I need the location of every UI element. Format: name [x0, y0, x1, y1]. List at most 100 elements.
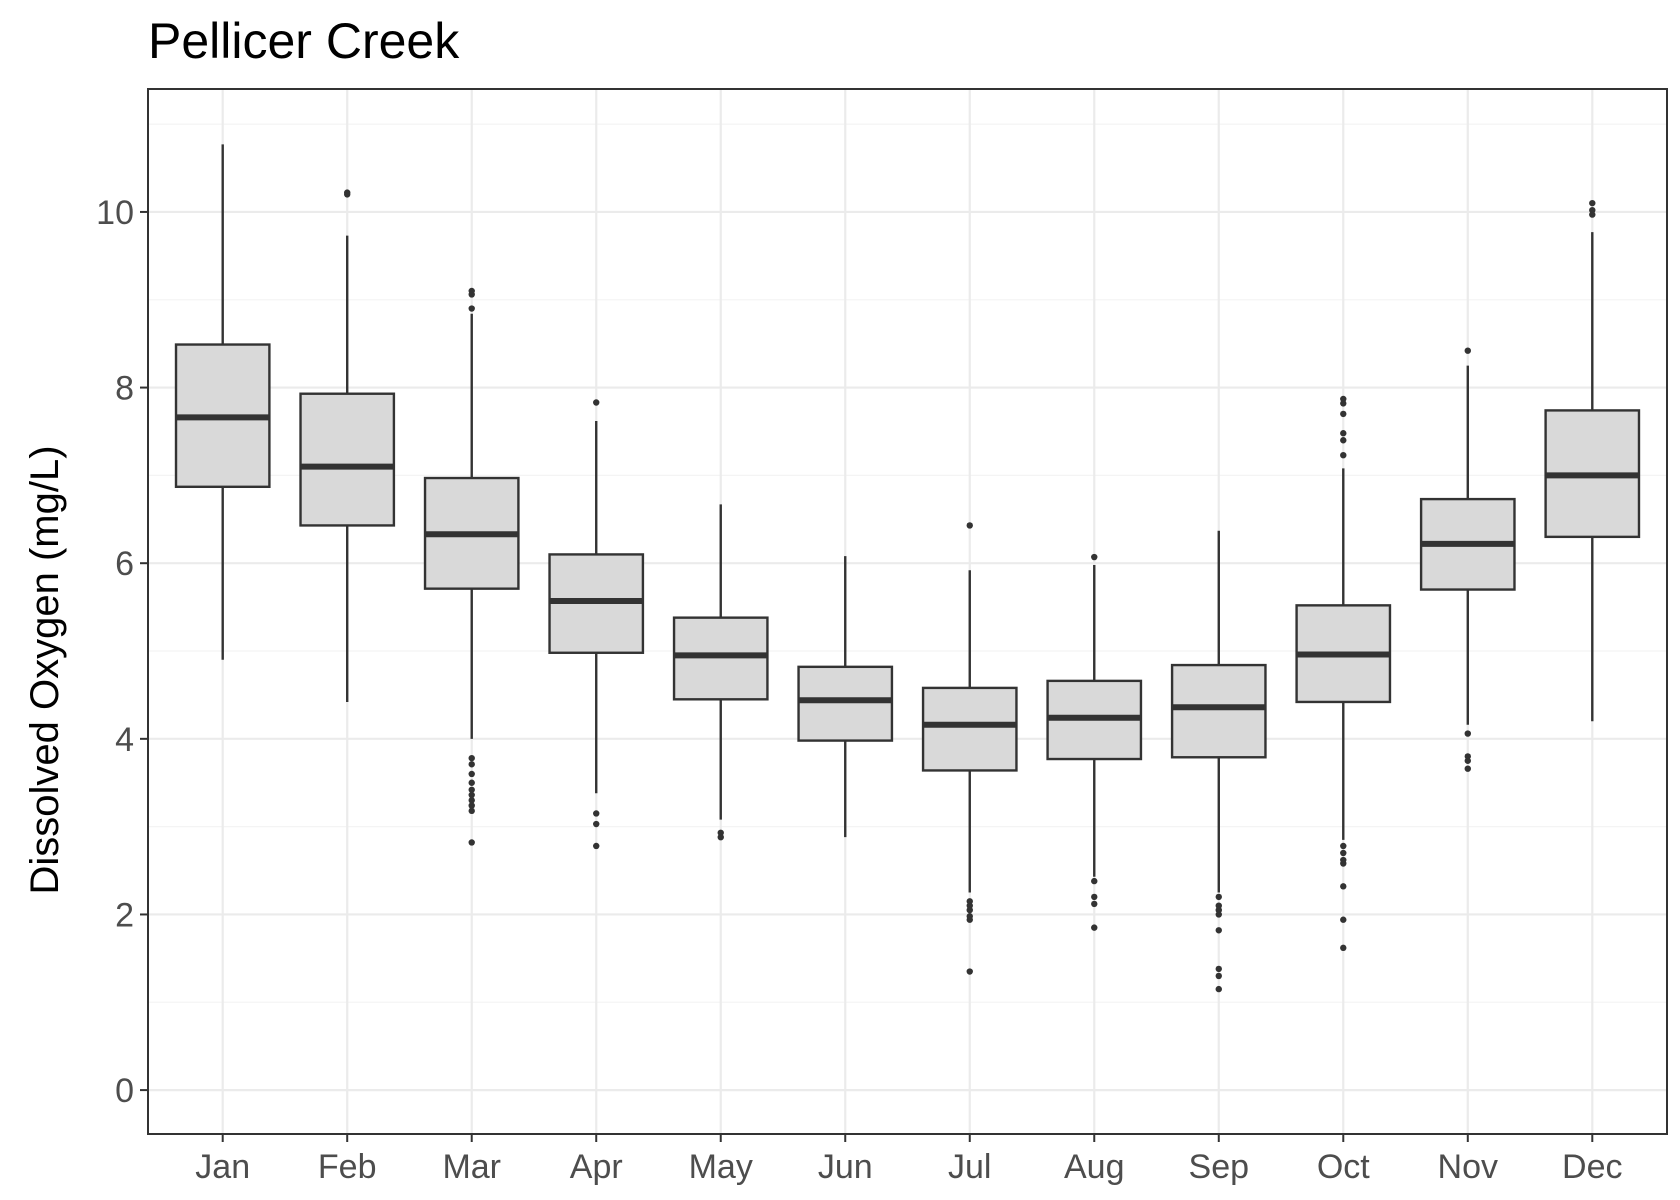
x-tick-label: Nov — [1438, 1148, 1498, 1186]
panel-border — [147, 88, 1668, 1135]
x-tick-label: Dec — [1562, 1148, 1622, 1186]
box-iqr — [797, 665, 894, 742]
x-tick-label: Jun — [818, 1148, 873, 1186]
box-jun — [797, 556, 894, 838]
outlier-point — [468, 807, 475, 815]
outlier-point — [1215, 927, 1222, 934]
box-aug — [1046, 553, 1143, 931]
y-tick-label: 0 — [115, 1072, 134, 1110]
outlier-point — [717, 833, 724, 841]
outlier-point — [468, 305, 475, 312]
outlier-point — [1464, 753, 1471, 760]
axes: 0 2 4 6 8 10 Jan Feb Mar Apr May Jun Jul Aug Sep Oct Nov… — [96, 194, 1622, 1186]
box-oct — [1295, 395, 1392, 952]
box-mar — [423, 287, 520, 846]
box-feb — [299, 189, 396, 702]
outlier-point — [966, 906, 973, 914]
y-tick-label: 2 — [115, 896, 134, 934]
outlier-point — [1589, 206, 1596, 214]
y-tick-label: 8 — [115, 370, 134, 408]
outlier-point — [1340, 400, 1347, 407]
x-tick-label: Oct — [1317, 1148, 1370, 1186]
y-tick-label: 4 — [115, 721, 134, 759]
box-nov — [1419, 347, 1516, 772]
outlier-point — [1464, 347, 1471, 354]
boxes — [174, 144, 1641, 993]
box-sep — [1170, 530, 1267, 993]
outlier-point — [468, 797, 475, 804]
y-tick-label: 6 — [115, 545, 134, 583]
outlier-point — [1340, 437, 1347, 444]
chart-title: Pellicer Creek — [148, 13, 460, 69]
outlier-point — [1340, 860, 1347, 867]
outlier-point — [1464, 757, 1471, 764]
outlier-point — [1215, 985, 1222, 993]
x-tick-label: Apr — [570, 1148, 623, 1186]
outlier-point — [1340, 944, 1347, 952]
outlier-point — [593, 820, 600, 828]
x-tick-label: Sep — [1189, 1148, 1250, 1186]
outlier-point — [1215, 911, 1222, 918]
outlier-point — [1340, 451, 1347, 459]
outlier-point — [468, 287, 475, 295]
outlier-point — [468, 839, 475, 846]
outlier-point — [966, 968, 973, 975]
outlier-point — [1589, 211, 1596, 218]
x-tick-label: Jan — [195, 1148, 250, 1186]
outlier-point — [1215, 972, 1222, 980]
outlier-point — [1340, 395, 1347, 403]
outlier-point — [468, 754, 475, 762]
outlier-point — [344, 189, 351, 196]
outlier-point — [593, 810, 600, 817]
x-tick-label: Jul — [948, 1148, 991, 1186]
box-dec — [1544, 199, 1641, 722]
outlier-point — [1464, 765, 1471, 772]
x-tick-label: Aug — [1064, 1148, 1125, 1186]
outlier-point — [717, 829, 724, 836]
outlier-point — [1091, 924, 1098, 931]
box-jul — [921, 522, 1018, 975]
x-tick-label: Feb — [318, 1148, 377, 1186]
outlier-point — [468, 791, 475, 799]
outlier-point — [966, 898, 973, 905]
box-iqr — [1170, 663, 1267, 759]
grid — [148, 89, 1667, 1134]
outlier-point — [468, 802, 475, 809]
box-apr — [548, 399, 645, 850]
box-iqr — [921, 686, 1018, 772]
outlier-point — [966, 916, 973, 923]
outlier-point — [1091, 553, 1098, 561]
box-iqr — [299, 392, 396, 527]
outlier-point — [1340, 430, 1347, 437]
outlier-point — [1340, 410, 1347, 418]
outlier-point — [966, 902, 973, 909]
outlier-point — [1340, 883, 1347, 890]
outlier-point — [593, 399, 600, 406]
outlier-point — [1215, 902, 1222, 909]
outlier-point — [1340, 842, 1347, 850]
box-may — [672, 504, 769, 841]
y-tick-label: 10 — [96, 194, 134, 232]
outlier-point — [1091, 877, 1098, 885]
box-iqr — [672, 616, 769, 701]
outlier-point — [966, 522, 973, 529]
outlier-point — [468, 786, 475, 793]
outlier-point — [1340, 916, 1347, 923]
outlier-point — [1340, 849, 1347, 857]
outlier-point — [1091, 893, 1098, 901]
x-tick-label: May — [689, 1148, 753, 1186]
outlier-point — [593, 842, 600, 850]
outlier-point — [1215, 893, 1222, 901]
y-axis-label: Dissolved Oxygen (mg/L) — [23, 445, 67, 894]
outlier-point — [468, 779, 475, 786]
outlier-point — [1589, 199, 1596, 207]
outlier-point — [1215, 906, 1222, 914]
outlier-point — [1464, 730, 1471, 737]
outlier-point — [468, 761, 475, 768]
outlier-point — [1215, 965, 1222, 973]
box-jan — [174, 144, 271, 660]
x-tick-label: Mar — [442, 1148, 501, 1186]
outlier-point — [468, 770, 475, 778]
outlier-point — [1091, 900, 1098, 908]
